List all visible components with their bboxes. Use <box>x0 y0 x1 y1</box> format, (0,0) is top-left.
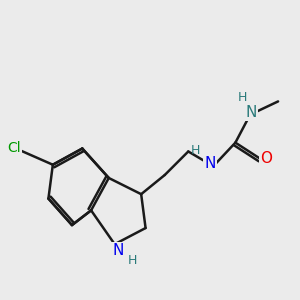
Text: O: O <box>260 151 272 166</box>
Text: H: H <box>128 254 138 267</box>
Text: N: N <box>112 243 124 258</box>
Text: H: H <box>238 91 248 104</box>
Text: Cl: Cl <box>7 141 20 154</box>
Text: H: H <box>190 143 200 157</box>
Text: N: N <box>246 105 257 120</box>
Text: N: N <box>205 156 216 171</box>
